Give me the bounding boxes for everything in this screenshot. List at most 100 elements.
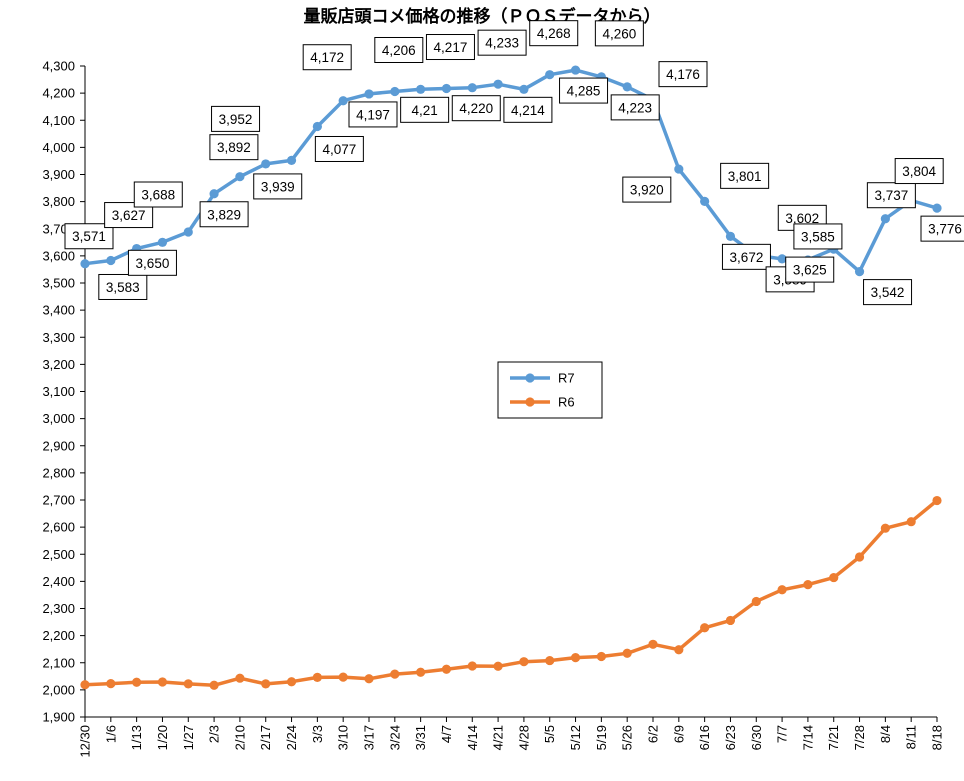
y-tick-label: 4,000: [42, 140, 75, 155]
data-label-box: [133, 181, 183, 208]
data-point-r7: [441, 83, 452, 94]
data-label: 3,542: [871, 285, 905, 300]
x-tick-label: 4/28: [516, 725, 531, 750]
y-tick-label: 4,200: [42, 86, 75, 101]
data-label-box: [559, 77, 609, 104]
data-point-r7: [854, 267, 865, 277]
data-label: 4,214: [511, 103, 545, 118]
data-label: 4,176: [666, 67, 700, 82]
data-label: 4,223: [618, 100, 652, 115]
x-tick-label: 4/14: [465, 725, 480, 750]
data-label: 3,585: [801, 229, 835, 244]
data-label-box: [400, 96, 450, 123]
data-point-r7: [725, 231, 736, 241]
y-tick-label: 3,500: [42, 276, 75, 291]
y-tick-label: 4,300: [42, 59, 75, 74]
data-point-r6: [312, 672, 322, 682]
data-point-r6: [364, 674, 374, 684]
data-label: 3,804: [902, 164, 936, 179]
data-label: 3,602: [785, 211, 819, 226]
x-tick-label: 2/17: [258, 725, 273, 750]
data-point-r6: [880, 523, 890, 533]
data-point-r7: [519, 84, 529, 94]
data-label-box: [863, 279, 913, 306]
data-label-box: [529, 20, 579, 47]
data-point-r7: [700, 196, 710, 206]
data-label-box: [610, 94, 660, 121]
x-tick-label: 8/11: [904, 725, 919, 749]
data-point-r7: [312, 121, 322, 132]
legend-marker-r7: [525, 373, 535, 383]
data-label-box: [127, 249, 177, 276]
data-label: 3,650: [136, 256, 170, 271]
data-point-r6: [906, 517, 916, 527]
data-point-r6: [648, 639, 658, 649]
x-tick-label: 5/19: [594, 725, 609, 750]
data-label: 3,625: [793, 263, 827, 278]
data-point-r7: [106, 255, 116, 266]
x-tick-label: 2/10: [232, 725, 247, 750]
data-point-r6: [829, 572, 839, 583]
data-label: 4,220: [459, 101, 493, 116]
legend-label-r6: R6: [558, 395, 575, 410]
data-point-r7: [183, 227, 193, 237]
data-point-r6: [854, 552, 865, 562]
y-tick-label: 4,100: [42, 113, 75, 128]
data-label: 3,688: [141, 188, 175, 203]
data-point-r7: [157, 237, 168, 247]
data-point-r6: [674, 645, 684, 655]
data-point-r7: [338, 96, 348, 106]
x-tick-label: 1/27: [181, 725, 196, 750]
y-tick-label: 3,200: [42, 357, 75, 372]
x-tick-label: 3/17: [362, 725, 377, 750]
data-label: 4,217: [434, 40, 468, 55]
data-point-r6: [390, 669, 400, 679]
legend-label-r7: R7: [558, 371, 575, 386]
y-tick-label: 3,300: [42, 330, 75, 345]
x-tick-label: 8/4: [878, 725, 893, 743]
data-point-r7: [493, 79, 503, 89]
data-point-r6: [209, 680, 219, 690]
data-label-box: [314, 135, 364, 162]
x-tick-label: 1/20: [155, 725, 170, 750]
x-tick-label: 7/28: [852, 725, 867, 750]
series-line-r6: [84, 499, 939, 688]
data-label: 4,233: [485, 36, 519, 51]
data-point-r7: [209, 189, 219, 199]
y-tick-label: 3,400: [42, 303, 75, 318]
legend: R7 R6: [497, 361, 603, 419]
data-point-r6: [519, 657, 529, 667]
y-tick-label: 2,000: [42, 682, 75, 697]
y-tick-label: 2,200: [42, 628, 75, 643]
data-label: 3,672: [730, 250, 764, 265]
data-point-r6: [777, 585, 787, 595]
data-point-r6: [467, 661, 477, 671]
data-label-box: [374, 36, 424, 63]
x-tick-label: 7/14: [800, 725, 815, 750]
x-tick-label: 1/6: [103, 725, 118, 743]
data-label: 3,920: [630, 183, 664, 198]
data-label-box: [658, 61, 708, 88]
data-label-box: [477, 29, 527, 56]
data-point-r7: [261, 159, 271, 169]
data-label-box: [793, 223, 843, 250]
data-point-r7: [416, 84, 426, 94]
data-labels: 3,571 3,583 3,627 3,650 3,688 3,829 3,892 3,939…: [64, 20, 964, 306]
data-point-r6: [570, 652, 581, 663]
x-tick-label: 4/21: [491, 725, 506, 750]
data-point-r7: [364, 89, 374, 99]
data-point-r7: [880, 214, 890, 224]
data-point-r7: [390, 86, 400, 97]
data-label: 4,172: [310, 50, 344, 65]
y-tick-label: 3,600: [42, 248, 75, 263]
data-label-box: [721, 243, 771, 270]
x-tick-label: 5/5: [542, 725, 557, 743]
data-label: 4,285: [567, 84, 601, 99]
data-label: 3,829: [207, 207, 241, 222]
data-point-r6: [725, 615, 736, 626]
data-label-box: [98, 273, 148, 300]
x-tick-label: 3/3: [310, 725, 325, 743]
x-tick-label: 6/2: [646, 725, 661, 743]
data-label-box: [209, 134, 259, 161]
data-point-r7: [235, 172, 245, 182]
